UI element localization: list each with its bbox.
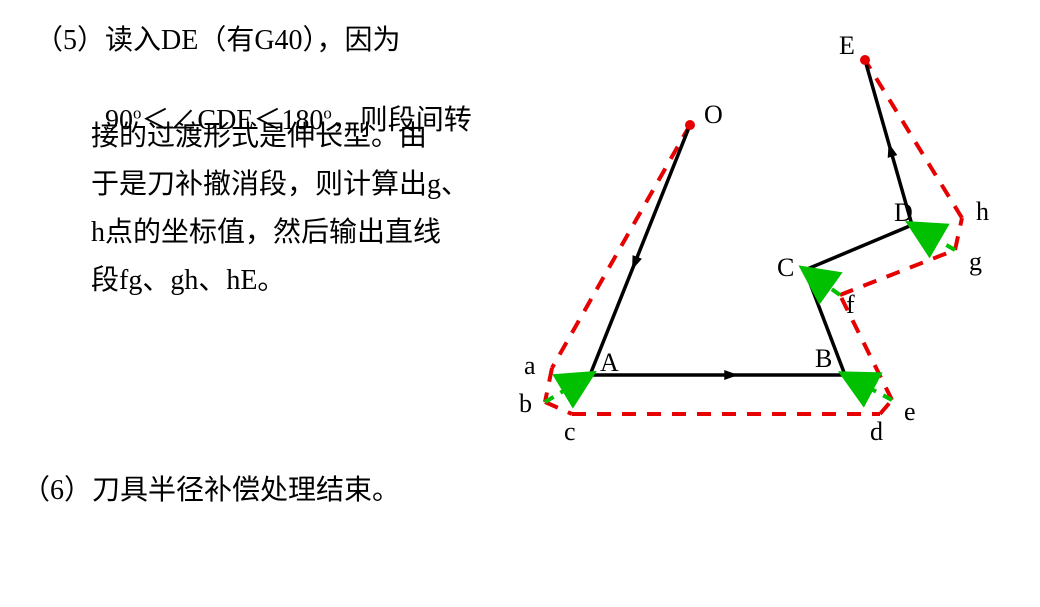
paragraph5-line3: 接的过渡形式是伸长型。由 <box>70 114 427 154</box>
paragraph5-line4: 于是刀补撤消段，则计算出g、 <box>70 162 469 202</box>
point-label-h: h <box>976 197 989 226</box>
point-label-c: c <box>564 417 576 446</box>
point-label-b: b <box>519 389 532 418</box>
point-label-d: d <box>870 417 883 446</box>
edge-O-a <box>552 125 690 368</box>
point-label-A: A <box>600 348 619 377</box>
point-label-C: C <box>777 253 794 282</box>
endpoint-O <box>685 120 695 130</box>
edge-g-h <box>955 218 962 250</box>
paragraph5-line1: （5）读入DE（有G40），因为 <box>35 18 401 58</box>
dir-arrow-OA <box>627 255 641 272</box>
tool-path-diagram: O A B C D Eab c de f gh <box>480 10 1040 490</box>
comp-arrow-g-D <box>912 225 955 250</box>
point-label-D: D <box>894 198 913 227</box>
edge-d-e <box>880 400 892 414</box>
point-label-g: g <box>969 247 982 276</box>
point-label-E: E <box>839 31 855 60</box>
endpoint-E <box>860 55 870 65</box>
dir-arrow-AB <box>724 370 738 380</box>
edge-h-E <box>865 60 962 218</box>
point-label-e: e <box>904 397 916 426</box>
comp-arrow-e-B <box>845 375 892 400</box>
edge-C-D <box>805 225 912 270</box>
point-label-f: f <box>846 290 855 319</box>
edge-b-c <box>545 402 572 414</box>
edge-O-A <box>590 125 690 375</box>
point-label-B: B <box>815 344 832 373</box>
paragraph6-line1: （6）刀具半径补偿处理结束。 <box>22 468 400 508</box>
edge-f-g <box>840 250 955 295</box>
point-label-a: a <box>524 351 536 380</box>
paragraph5-line6: 段fg、gh、hE。 <box>70 258 285 298</box>
point-label-O: O <box>704 100 723 129</box>
paragraph5-line5: h点的坐标值，然后输出直线 <box>70 210 441 250</box>
